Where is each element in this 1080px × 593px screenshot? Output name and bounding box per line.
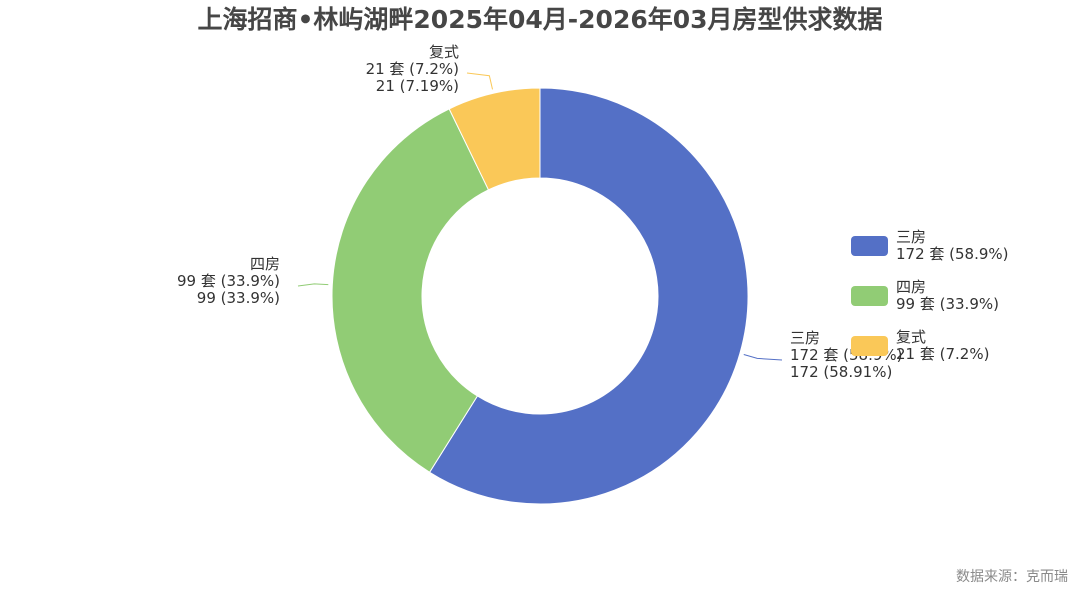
legend-value-复式: 21 套 (7.2%) — [896, 345, 989, 363]
slice-label-四房-0: 四房 — [250, 255, 280, 273]
slice-四房 — [331, 108, 490, 473]
slice-复式 — [448, 87, 541, 191]
leader-line-三房 — [743, 354, 783, 361]
legend-name-三房[interactable]: 三房 — [896, 228, 926, 246]
legend-swatch-复式[interactable] — [851, 336, 888, 356]
slice-label-三房-2: 172 (58.91%) — [790, 363, 892, 381]
slice-label-复式-2: 21 (7.19%) — [376, 77, 459, 95]
legend-value-四房: 99 套 (33.9%) — [896, 295, 999, 313]
slice-label-三房-0: 三房 — [790, 329, 820, 347]
data-source: 数据来源：克而瑞 — [956, 569, 1068, 585]
slice-label-四房-2: 99 (33.9%) — [197, 289, 280, 307]
donut-slices — [331, 87, 749, 505]
legend-swatch-三房[interactable] — [851, 236, 888, 256]
leader-line-复式 — [466, 72, 493, 90]
slice-label-复式-0: 复式 — [429, 43, 459, 61]
chart-title: 上海招商•林屿湖畔2025年04月-2026年03月房型供求数据 — [197, 5, 882, 34]
leader-line-四房 — [297, 283, 329, 287]
slice-三房 — [428, 87, 749, 505]
legend-name-复式[interactable]: 复式 — [896, 328, 926, 346]
legend-name-四房[interactable]: 四房 — [896, 278, 926, 296]
legend-value-三房: 172 套 (58.9%) — [896, 245, 1009, 263]
slice-label-四房-1: 99 套 (33.9%) — [177, 272, 280, 290]
legend-swatch-四房[interactable] — [851, 286, 888, 306]
slice-label-复式-1: 21 套 (7.2%) — [366, 60, 459, 78]
